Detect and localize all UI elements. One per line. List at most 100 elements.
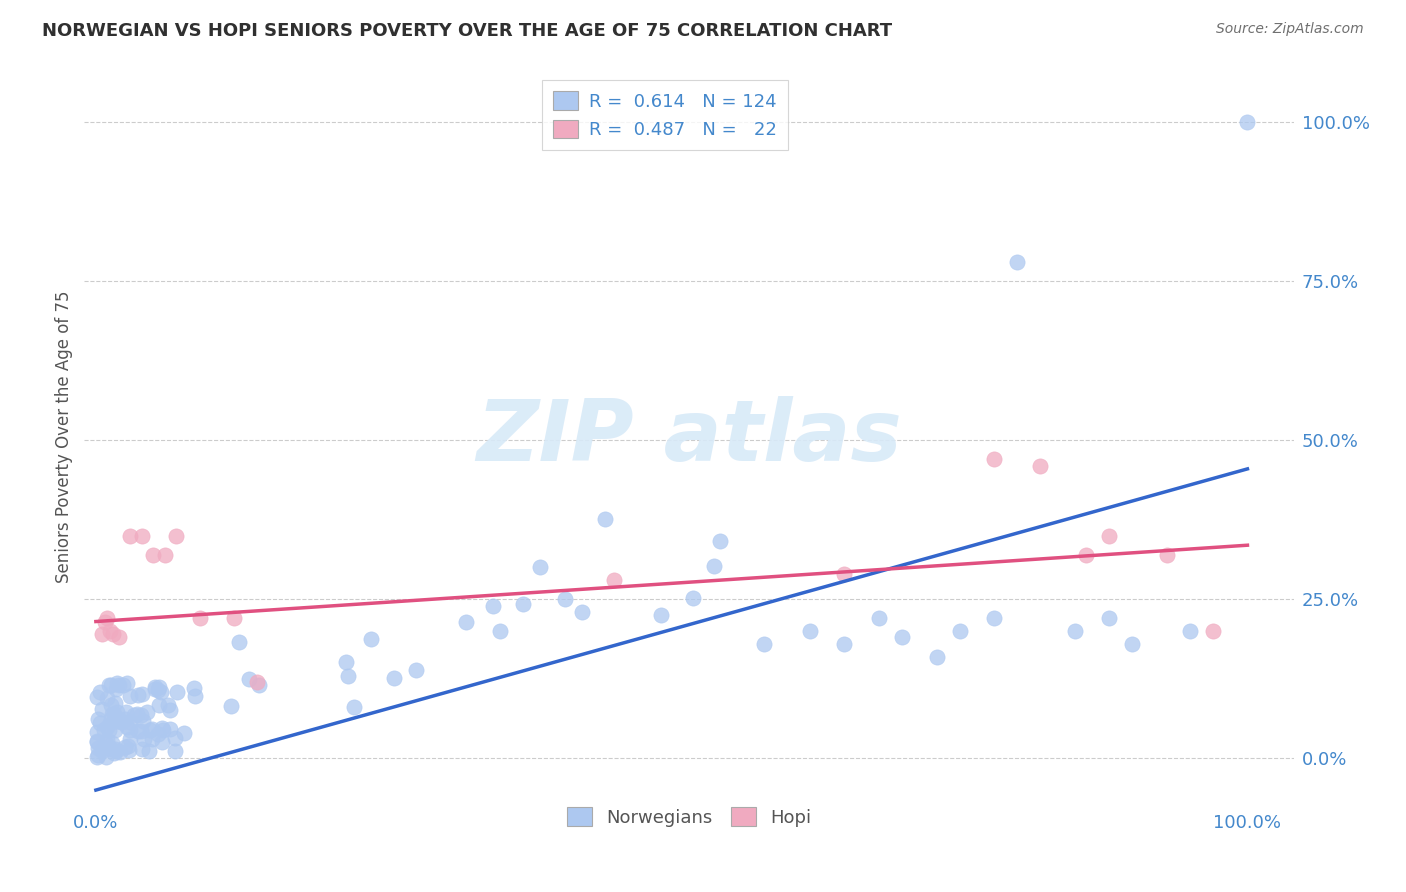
Point xyxy=(117,739,139,753)
Point xyxy=(1156,548,1178,562)
Point xyxy=(983,611,1005,625)
Point xyxy=(1005,255,1028,269)
Point xyxy=(238,672,260,686)
Point xyxy=(93,723,115,737)
Point xyxy=(143,682,166,697)
Point xyxy=(89,715,111,730)
Point xyxy=(183,681,205,696)
Point xyxy=(114,712,136,726)
Point xyxy=(132,731,155,746)
Point xyxy=(156,698,179,712)
Point xyxy=(138,743,160,757)
Point xyxy=(335,655,357,669)
Point xyxy=(104,742,127,756)
Point xyxy=(86,734,108,748)
Point xyxy=(110,745,132,759)
Point xyxy=(595,512,617,526)
Point xyxy=(150,735,173,749)
Point xyxy=(98,624,121,638)
Point xyxy=(246,675,269,690)
Point xyxy=(101,627,124,641)
Point xyxy=(603,573,626,587)
Point xyxy=(122,707,145,722)
Point xyxy=(682,591,704,606)
Point xyxy=(159,703,181,717)
Point xyxy=(1202,624,1225,638)
Point xyxy=(219,698,242,713)
Point xyxy=(87,712,110,726)
Legend: Norwegians, Hopi: Norwegians, Hopi xyxy=(555,797,823,838)
Point xyxy=(554,591,576,606)
Point xyxy=(96,691,118,706)
Point xyxy=(184,689,207,703)
Point xyxy=(118,742,141,756)
Point xyxy=(481,599,503,613)
Point xyxy=(103,746,125,760)
Point xyxy=(103,723,125,737)
Point xyxy=(834,637,856,651)
Point xyxy=(103,714,125,728)
Point xyxy=(983,452,1005,467)
Point xyxy=(948,624,970,638)
Point xyxy=(115,705,138,719)
Point xyxy=(90,744,112,758)
Point xyxy=(98,678,121,692)
Point xyxy=(107,714,129,729)
Point xyxy=(159,722,181,736)
Point xyxy=(129,708,152,723)
Point xyxy=(114,739,136,754)
Point xyxy=(86,750,108,764)
Point xyxy=(247,678,270,692)
Point xyxy=(336,669,359,683)
Point xyxy=(799,624,821,638)
Point xyxy=(131,686,153,700)
Point xyxy=(127,724,149,739)
Point xyxy=(104,744,127,758)
Point xyxy=(132,714,155,728)
Point xyxy=(86,725,108,739)
Point xyxy=(571,605,593,619)
Point xyxy=(120,689,142,703)
Text: ZIP atlas: ZIP atlas xyxy=(477,395,901,479)
Point xyxy=(1076,548,1098,562)
Point xyxy=(89,685,111,699)
Point xyxy=(104,696,127,710)
Point xyxy=(110,714,132,729)
Point xyxy=(105,711,128,725)
Point xyxy=(86,735,108,749)
Point xyxy=(108,631,131,645)
Point xyxy=(131,741,153,756)
Point xyxy=(97,723,120,738)
Point xyxy=(529,560,551,574)
Point xyxy=(188,611,211,625)
Point xyxy=(86,690,108,705)
Text: Source: ZipAtlas.com: Source: ZipAtlas.com xyxy=(1216,22,1364,37)
Point xyxy=(222,611,245,625)
Point xyxy=(228,635,250,649)
Point xyxy=(104,682,127,697)
Point xyxy=(87,740,110,755)
Point xyxy=(120,732,142,747)
Point xyxy=(120,529,142,543)
Point xyxy=(120,714,142,729)
Point xyxy=(146,683,169,698)
Point xyxy=(143,680,166,694)
Point xyxy=(405,663,427,677)
Point xyxy=(752,637,775,651)
Point xyxy=(105,705,128,719)
Point xyxy=(150,685,173,699)
Point xyxy=(105,676,128,690)
Point xyxy=(111,678,134,692)
Point xyxy=(115,675,138,690)
Point xyxy=(166,529,188,543)
Point xyxy=(86,748,108,763)
Point xyxy=(127,688,149,702)
Text: NORWEGIAN VS HOPI SENIORS POVERTY OVER THE AGE OF 75 CORRELATION CHART: NORWEGIAN VS HOPI SENIORS POVERTY OVER T… xyxy=(42,22,893,40)
Point xyxy=(360,632,382,647)
Point xyxy=(148,680,170,694)
Point xyxy=(142,548,165,562)
Point xyxy=(1063,624,1085,638)
Point xyxy=(96,733,118,747)
Point xyxy=(343,699,366,714)
Point xyxy=(703,559,725,574)
